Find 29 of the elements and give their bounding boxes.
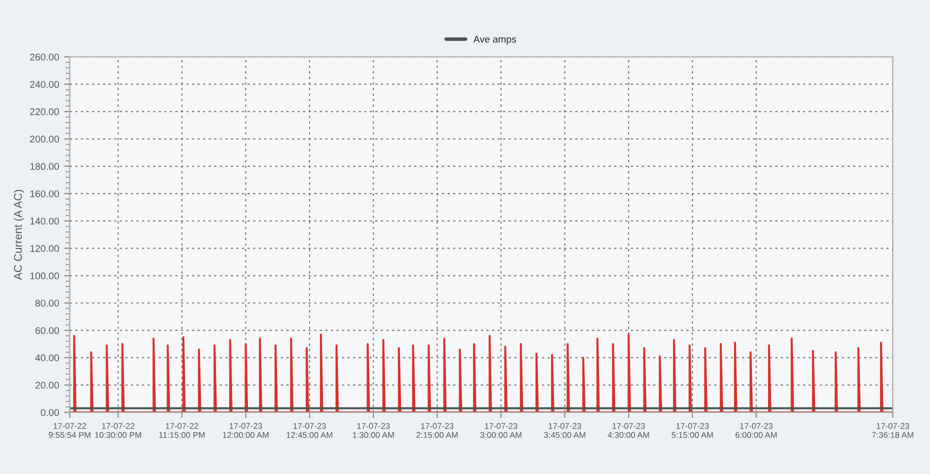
y-tick-label: 140.00: [30, 218, 59, 225]
y-tick-label: 200.00: [30, 136, 59, 143]
x-tick-label: 17-07-22 11:15:00 PM: [159, 423, 205, 438]
x-tick-label: 17-07-22 10:30:00 PM: [95, 423, 142, 438]
y-tick-label: 0.00: [40, 409, 59, 416]
x-tick-label: 17-07-23 4:30:00 AM: [608, 423, 650, 438]
x-tick-label: 17-07-23 12:00:00 AM: [222, 423, 268, 438]
y-tick-label: 220.00: [30, 108, 59, 116]
x-tick-label: 17-07-23 7:36:18 AM: [872, 423, 914, 438]
x-tick-label: 17-07-23 1:30:00 AM: [352, 423, 394, 438]
y-tick-label: 60.00: [36, 327, 59, 334]
y-tick-label: 160.00: [30, 190, 59, 198]
x-tick-label: 17-07-22 9:55:54 PM: [48, 423, 90, 438]
x-tick-label: 17-07-23 12:45:00 AM: [286, 423, 332, 438]
x-tick-label: 17-07-23 3:45:00 AM: [544, 423, 586, 438]
legend-label: Ave amps: [473, 36, 516, 45]
y-tick-label: 80.00: [35, 300, 59, 307]
y-tick-label: 240.00: [30, 80, 59, 88]
y-tick-label: 260.00: [30, 54, 59, 60]
x-tick-label: 17-07-23 6:00:00 AM: [736, 423, 777, 438]
y-tick-label: 120.00: [30, 245, 59, 252]
x-tick-label: 17-07-23 2:15:00 AM: [416, 423, 458, 438]
y-tick-label: 100.00: [30, 272, 59, 280]
x-tick-label: 17-07-23 3:00:00 AM: [480, 423, 522, 438]
x-tick-label: 17-07-23 5:15:00 AM: [672, 423, 713, 438]
y-tick-label: 20.00: [35, 382, 59, 389]
y-tick-label: 40.00: [35, 354, 59, 362]
y-axis-title: AC Current (A AC): [14, 190, 24, 280]
y-tick-label: 180.00: [30, 163, 59, 170]
